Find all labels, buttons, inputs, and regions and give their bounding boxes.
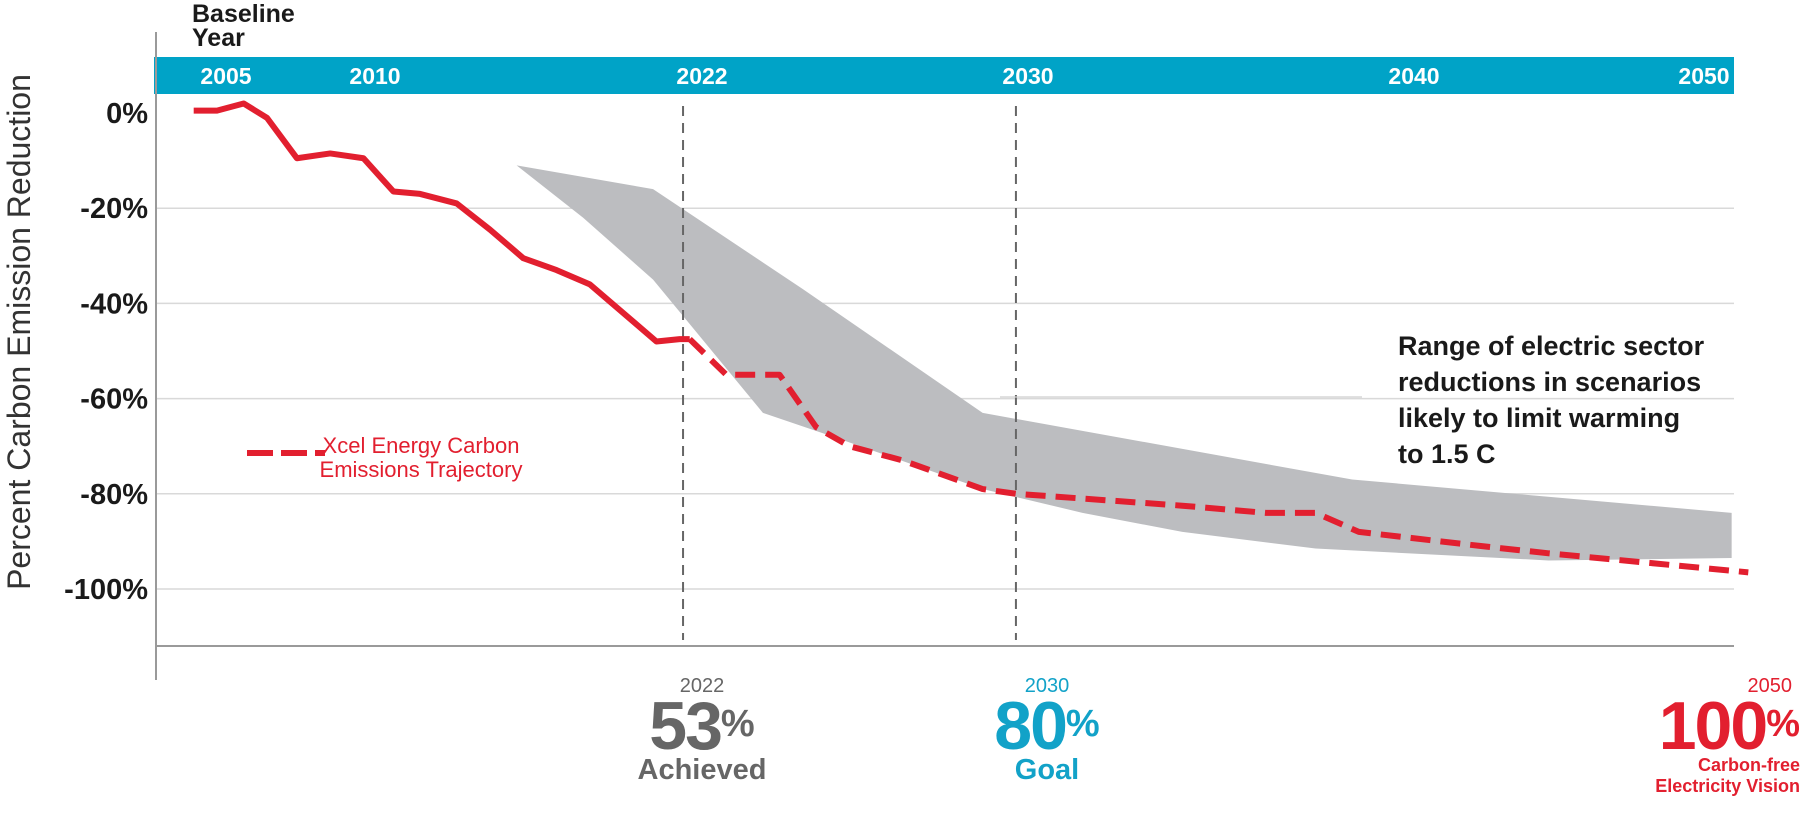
callout-2022-caption: Achieved bbox=[637, 754, 767, 786]
callout-2030-value: 80% bbox=[994, 688, 1100, 764]
y-tick-label: -60% bbox=[80, 384, 148, 416]
x-axis-band bbox=[154, 57, 1734, 94]
x-tick-labels: 2005 2010 2022 2030 2040 2050 bbox=[200, 63, 1729, 89]
y-tick-label: -100% bbox=[64, 574, 148, 606]
milestone-lines bbox=[682, 106, 1017, 640]
scenario-band bbox=[217, 113, 1732, 561]
x-tick-label: 2030 bbox=[1002, 63, 1053, 89]
callout-2022-value: 53% bbox=[649, 688, 755, 764]
band-annotation-line: reductions in scenarios bbox=[1398, 367, 1701, 397]
legend-label: Xcel Energy Carbon bbox=[323, 433, 520, 458]
callout-2030: 2030 80% Goal bbox=[957, 675, 1137, 785]
band-annotation-line: Range of electric sector bbox=[1398, 331, 1705, 361]
x-tick-label: 2050 bbox=[1678, 63, 1729, 89]
legend-label: Emissions Trajectory bbox=[320, 457, 523, 482]
callout-2030-caption: Goal bbox=[1014, 754, 1080, 786]
callout-2050-caption-line1: Carbon-free bbox=[1697, 755, 1800, 775]
callout-2050: 2050 100% Carbon-free Electricity Vision bbox=[1630, 675, 1800, 797]
y-tick-labels: 0% -20% -40% -60% -80% -100% bbox=[64, 98, 148, 606]
callout-2022: 2022 53% Achieved bbox=[612, 675, 792, 785]
callout-2050-year: 2050 bbox=[1747, 675, 1793, 697]
y-axis-label: Percent Carbon Emission Reduction bbox=[1, 74, 37, 590]
y-tick-label: 0% bbox=[106, 98, 148, 130]
x-tick-label: 2010 bbox=[349, 63, 400, 89]
band-annotation-line: to 1.5 C bbox=[1398, 439, 1496, 469]
y-tick-label: -40% bbox=[80, 288, 148, 320]
y-tick-label: -20% bbox=[80, 193, 148, 225]
callout-2022-year: 2022 bbox=[679, 675, 725, 697]
baseline-year-label: Baseline Year bbox=[192, 0, 295, 52]
callout-2050-value: 100% bbox=[1658, 688, 1800, 764]
x-tick-label: 2005 bbox=[200, 63, 251, 89]
band-annotation-line: likely to limit warming bbox=[1398, 403, 1680, 433]
band-annotation: Range of electric sector reductions in sc… bbox=[1000, 331, 1705, 469]
x-tick-label: 2040 bbox=[1388, 63, 1439, 89]
callout-2030-year: 2030 bbox=[1024, 675, 1070, 697]
series-lines bbox=[193, 100, 1749, 576]
x-tick-label: 2022 bbox=[676, 63, 727, 89]
scenario-band-area bbox=[217, 113, 1732, 561]
y-tick-label: -80% bbox=[80, 479, 148, 511]
actual-trajectory-line bbox=[193, 100, 690, 345]
callout-2050-caption-line2: Electricity Vision bbox=[1655, 776, 1800, 796]
projected-trajectory-line bbox=[687, 336, 1749, 576]
